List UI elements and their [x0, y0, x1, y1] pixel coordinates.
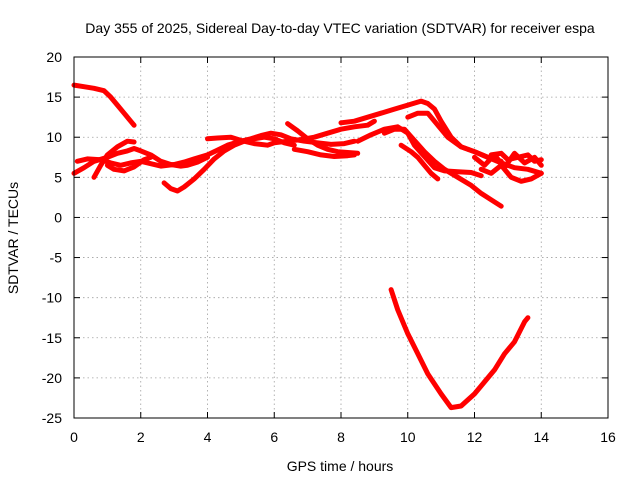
y-tick-label: -5: [50, 250, 63, 266]
y-tick-label: 0: [54, 209, 62, 225]
y-axis-label: SDTVAR / TECUs: [5, 182, 21, 294]
y-tick-label: 15: [46, 89, 62, 105]
y-tick-label: -10: [42, 290, 62, 306]
y-tick-label: 10: [46, 129, 62, 145]
series-line-5: [104, 154, 154, 174]
x-tick-label: 16: [600, 429, 616, 445]
y-tick-label: -20: [42, 370, 62, 386]
x-tick-label: 6: [270, 429, 278, 445]
series-line-9: [285, 121, 361, 156]
y-tick-label: -15: [42, 330, 62, 346]
series-line-19: [388, 287, 531, 411]
x-tick-label: 4: [204, 429, 212, 445]
series-line-14: [398, 142, 441, 182]
x-tick-label: 14: [533, 429, 549, 445]
series-line-6: [161, 134, 297, 194]
series-line-18: [488, 150, 544, 164]
x-tick-label: 8: [337, 429, 345, 445]
y-tick-label: 20: [46, 49, 62, 65]
series-line-10: [291, 146, 357, 159]
grid: [74, 57, 608, 418]
y-tick-label: 5: [54, 169, 62, 185]
series-line-8: [205, 130, 357, 158]
series-line-17: [478, 162, 544, 184]
x-tick-label: 0: [70, 429, 78, 445]
y-tick-label: -25: [42, 410, 62, 426]
x-axis-label: GPS time / hours: [287, 458, 394, 474]
series-line-15: [405, 110, 544, 176]
x-tick-label: 12: [467, 429, 483, 445]
axis-ticks: 0 2 4 6 8 10 12 14 16 -25 -20 -15 -10 -5 0 5 10 15 20: [42, 49, 616, 445]
series-line-13: [381, 126, 504, 209]
x-tick-label: 10: [400, 429, 416, 445]
data-series: [71, 82, 544, 411]
series-line-4: [91, 138, 137, 180]
series-line-12: [355, 124, 484, 179]
series-line-7: [205, 118, 377, 148]
x-tick-label: 2: [137, 429, 145, 445]
chart-title: Day 355 of 2025, Sidereal Day-to-day VTE…: [85, 20, 595, 36]
series-line-1: [71, 82, 137, 128]
